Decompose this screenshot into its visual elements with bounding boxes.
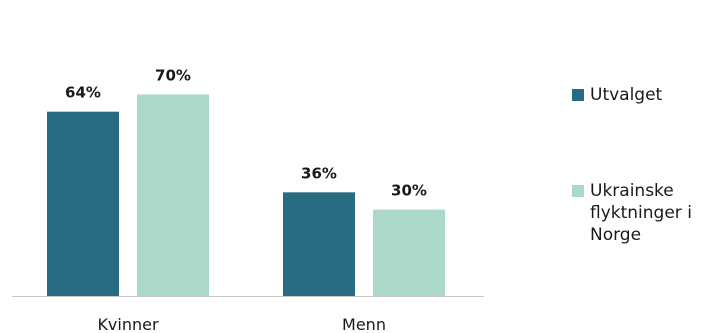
bar-kvinner-series-1: [137, 94, 209, 297]
data-label-kvinner-series-0: 64%: [65, 84, 101, 102]
category-label-kvinner: Kvinner: [97, 315, 159, 333]
data-label-menn-series-1: 30%: [391, 182, 427, 200]
category-label-menn: Menn: [342, 315, 386, 333]
data-label-kvinner-series-1: 70%: [155, 66, 191, 84]
legend-swatch-ukrainske-flyktninger: [572, 185, 584, 197]
bar-menn-series-0: [283, 192, 355, 296]
bar-menn-series-1: [373, 209, 445, 296]
legend-label-ukrainske-flyktninger: Ukrainske flyktninger i Norge: [590, 181, 692, 245]
data-labels-group: 64% 70% 36% 30%: [65, 66, 427, 199]
legend-swatch-utvalget: [572, 89, 584, 101]
data-label-menn-series-0: 36%: [301, 164, 337, 182]
category-labels-group: Kvinner Menn: [97, 315, 386, 333]
legend-label-utvalget: Utvalget: [590, 85, 663, 105]
bar-kvinner-series-0: [47, 111, 119, 297]
legend-item-ukrainske-flyktninger: Ukrainske flyktninger i Norge: [572, 180, 722, 246]
bars-group: [47, 94, 445, 297]
legend-item-utvalget: Utvalget: [572, 84, 662, 106]
